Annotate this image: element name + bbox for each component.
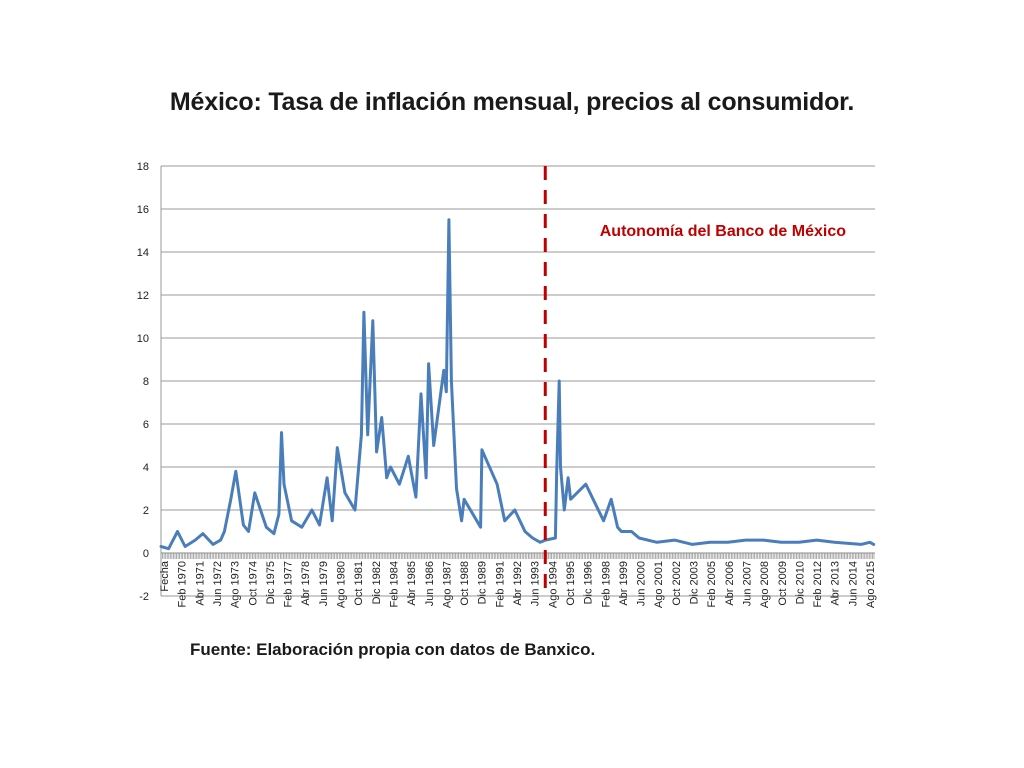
x-tick-label: Oct 2002: [671, 561, 683, 606]
x-tick-label: Feb 2012: [812, 561, 824, 607]
x-tick-label: Dic 1982: [371, 561, 383, 604]
x-tick-label: Jun 1986: [424, 561, 436, 606]
x-tick-label: Ago 2001: [653, 561, 665, 608]
x-tick-label: Jun 1979: [318, 561, 330, 606]
y-tick-label: 4: [143, 462, 149, 474]
x-tick-label: Abr 1985: [406, 561, 418, 606]
x-tick-label: Oct 1988: [459, 561, 471, 606]
x-tick-label: Oct 2009: [777, 561, 789, 606]
y-tick-label: 2: [143, 505, 149, 517]
x-tick-label: Ago 1994: [547, 561, 559, 608]
x-tick-label: Ago 1980: [336, 561, 348, 608]
x-tick-label: Oct 1995: [565, 561, 577, 606]
x-tick-label: Oct 1981: [353, 561, 365, 606]
x-tick-label: Dic 1989: [477, 561, 489, 604]
x-tick-label: Abr 2006: [724, 561, 736, 606]
x-tick-label: Jun 2007: [741, 561, 753, 606]
series-layer: [159, 218, 876, 551]
x-tick-label: Jun 2014: [847, 561, 859, 606]
y-tick-label: -2: [139, 591, 149, 603]
y-tick-label: 12: [137, 290, 149, 302]
x-axis: [160, 552, 875, 559]
inflation-series-line: [159, 218, 876, 551]
x-tick-label: Abr 1971: [194, 561, 206, 606]
y-tick-label: 10: [137, 333, 149, 345]
y-tick-label: 14: [137, 247, 149, 259]
x-tick-label: Abr 2013: [830, 561, 842, 606]
y-tick-label: 0: [143, 548, 149, 560]
x-tick-label: Feb 1984: [388, 561, 400, 607]
y-tick-label: 18: [137, 161, 149, 173]
x-tick-label: Dic 1996: [583, 561, 595, 604]
x-tick-label: Oct 1974: [247, 561, 259, 606]
x-tick-label: Ago 2015: [865, 561, 877, 608]
x-tick-label: Abr 1992: [512, 561, 524, 606]
y-axis-ticks: 18 16 14 12 10 8 6 4 2 0 -2: [137, 161, 149, 603]
y-tick-label: 6: [143, 419, 149, 431]
x-tick-label: Ago 1987: [441, 561, 453, 608]
x-tick-label: Ago 1973: [230, 561, 242, 608]
x-axis-minor-ticks: [160, 553, 875, 559]
x-tick-label: Jun 1972: [212, 561, 224, 606]
autonomy-annotation: Autonomía del Banco de México: [600, 223, 846, 240]
x-tick-label: Feb 1998: [600, 561, 612, 607]
x-tick-label: Feb 2005: [706, 561, 718, 607]
x-tick-label: Abr 1978: [300, 561, 312, 606]
x-tick-label: Dic 1975: [265, 561, 277, 604]
x-tick-label: Dic 2003: [689, 561, 701, 604]
x-tick-label: Dic 2010: [794, 561, 806, 604]
x-tick-label: Jun 1993: [530, 561, 542, 606]
x-tick-label: Ago 2008: [759, 561, 771, 608]
x-tick-label: Fecha: [159, 560, 171, 591]
x-tick-label: Feb 1970: [177, 561, 189, 607]
chart-title: México: Tasa de inflación mensual, preci…: [169, 88, 855, 116]
x-tick-label: Feb 1977: [283, 561, 295, 607]
x-tick-label: Feb 1991: [494, 561, 506, 607]
y-tick-label: 8: [143, 376, 149, 388]
source-note: Fuente: Elaboración propia con datos de …: [190, 640, 596, 659]
y-tick-label: 16: [137, 204, 149, 216]
x-tick-label: Abr 1999: [618, 561, 630, 606]
x-axis-ticks: Fecha Feb 1970 Abr 1971 Jun 1972 Ago 1973 Oct…: [159, 560, 877, 608]
x-tick-label: Jun 2000: [636, 561, 648, 606]
annotation-layer: Autonomía del Banco de México: [543, 166, 846, 596]
